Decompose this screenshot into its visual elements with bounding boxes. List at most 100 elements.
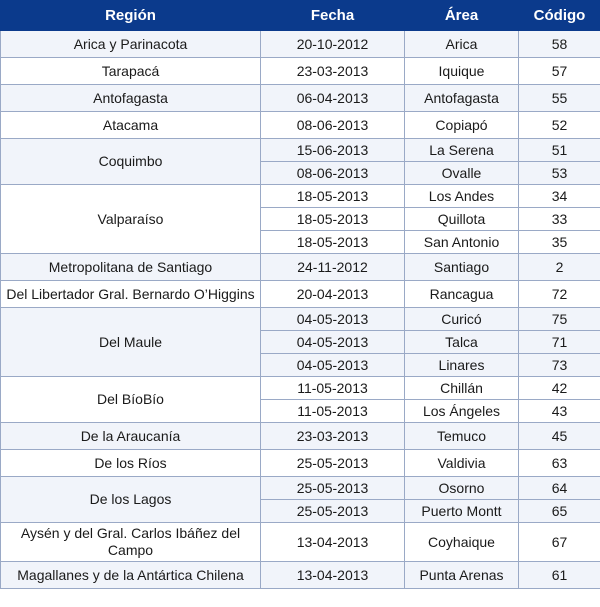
cell-codigo: 45 xyxy=(518,422,600,450)
cell-region: Aysén y del Gral. Carlos Ibáñez del Camp… xyxy=(0,522,261,562)
table-row: Arica y Parinacota 20-10-2012 Arica 58 xyxy=(0,30,600,58)
cell-codigo: 73 xyxy=(518,353,600,377)
cell-codigo: 67 xyxy=(518,522,600,562)
cell-area: Santiago xyxy=(404,253,519,281)
cell-fecha: 11-05-2013 xyxy=(260,376,405,400)
table-row: 11-05-2013 Los Ángeles 43 xyxy=(1,399,600,423)
cell-fecha: 04-05-2013 xyxy=(260,307,405,331)
table-row: Aysén y del Gral. Carlos Ibáñez del Camp… xyxy=(0,522,600,562)
cell-region: Coquimbo xyxy=(0,138,261,185)
cell-fecha: 08-06-2013 xyxy=(260,161,405,185)
cell-region: De la Araucanía xyxy=(0,422,261,450)
cell-codigo: 52 xyxy=(518,111,600,139)
cell-codigo: 53 xyxy=(518,161,600,185)
cell-fecha: 25-05-2013 xyxy=(260,499,405,523)
cell-codigo: 57 xyxy=(518,57,600,85)
cell-area: Antofagasta xyxy=(404,84,519,112)
cell-region: Arica y Parinacota xyxy=(0,30,261,58)
cell-codigo: 63 xyxy=(518,449,600,477)
table-row: De la Araucanía 23-03-2013 Temuco 45 xyxy=(0,422,600,450)
cell-codigo: 71 xyxy=(518,330,600,354)
cell-fecha: 24-11-2012 xyxy=(260,253,405,281)
table-row: Antofagasta 06-04-2013 Antofagasta 55 xyxy=(0,84,600,112)
cell-region: Del BíoBío xyxy=(0,376,261,423)
table-header: Región Fecha Área Código xyxy=(0,0,600,31)
cell-area: Rancagua xyxy=(404,280,519,308)
cell-area: Puerto Montt xyxy=(404,499,519,523)
cell-region: Atacama xyxy=(0,111,261,139)
cell-codigo: 61 xyxy=(518,561,600,589)
cell-area: Curicó xyxy=(404,307,519,331)
cell-area: Los Andes xyxy=(404,184,519,208)
cell-fecha: 20-04-2013 xyxy=(260,280,405,308)
table-row: Del Libertador Gral. Bernardo O’Higgins 2… xyxy=(0,280,600,308)
cell-fecha: 18-05-2013 xyxy=(260,207,405,231)
cell-fecha: 11-05-2013 xyxy=(260,399,405,423)
cell-fecha: 06-04-2013 xyxy=(260,84,405,112)
cell-fecha: 13-04-2013 xyxy=(260,522,405,562)
table-row: 25-05-2013 Puerto Montt 65 xyxy=(1,499,600,523)
table-row: 04-05-2013 Linares 73 xyxy=(1,353,600,377)
cell-codigo: 55 xyxy=(518,84,600,112)
table-row: 08-06-2013 Ovalle 53 xyxy=(1,161,600,185)
header-row: Región Fecha Área Código xyxy=(0,0,600,31)
cell-fecha: 08-06-2013 xyxy=(260,111,405,139)
cell-fecha: 18-05-2013 xyxy=(260,184,405,208)
cell-codigo: 35 xyxy=(518,230,600,254)
cell-region: Del Maule xyxy=(0,307,261,377)
cell-fecha: 18-05-2013 xyxy=(260,230,405,254)
cell-fecha: 15-06-2013 xyxy=(260,138,405,162)
cell-area: Copiapó xyxy=(404,111,519,139)
cell-region: Magallanes y de la Antártica Chilena xyxy=(0,561,261,589)
cell-codigo: 64 xyxy=(518,476,600,500)
table-row: 18-05-2013 Quillota 33 xyxy=(1,207,600,231)
cell-codigo: 42 xyxy=(518,376,600,400)
table-row: 04-05-2013 Talca 71 xyxy=(1,330,600,354)
cell-area: San Antonio xyxy=(404,230,519,254)
cell-region: Del Libertador Gral. Bernardo O’Higgins xyxy=(0,280,261,308)
cell-area: La Serena xyxy=(404,138,519,162)
cell-codigo: 75 xyxy=(518,307,600,331)
cell-codigo: 43 xyxy=(518,399,600,423)
table-row: De los Lagos 25-05-2013 Osorno 64 xyxy=(0,476,600,523)
cell-codigo: 34 xyxy=(518,184,600,208)
regions-table: Región Fecha Área Código Arica y Parinac… xyxy=(0,0,600,589)
cell-region: Tarapacá xyxy=(0,57,261,85)
table-row: Coquimbo 15-06-2013 La Serena 51 xyxy=(0,138,600,185)
cell-fecha: 20-10-2012 xyxy=(260,30,405,58)
header-codigo: Código xyxy=(518,0,600,31)
cell-codigo: 72 xyxy=(518,280,600,308)
cell-area: Iquique xyxy=(404,57,519,85)
cell-area: Los Ángeles xyxy=(404,399,519,423)
cell-region: Valparaíso xyxy=(0,184,261,254)
cell-region: Antofagasta xyxy=(0,84,261,112)
cell-region: Metropolitana de Santiago xyxy=(0,253,261,281)
cell-fecha: 04-05-2013 xyxy=(260,330,405,354)
cell-fecha: 13-04-2013 xyxy=(260,561,405,589)
header-fecha: Fecha xyxy=(260,0,405,31)
cell-codigo: 58 xyxy=(518,30,600,58)
table-row: De los Ríos 25-05-2013 Valdivia 63 xyxy=(0,449,600,477)
table-row: Del BíoBío 11-05-2013 Chillán 42 xyxy=(0,376,600,423)
cell-area: Ovalle xyxy=(404,161,519,185)
cell-fecha: 04-05-2013 xyxy=(260,353,405,377)
cell-area: Punta Arenas xyxy=(404,561,519,589)
cell-area: Linares xyxy=(404,353,519,377)
table-body: Arica y Parinacota 20-10-2012 Arica 58 Tarap… xyxy=(0,30,600,589)
cell-codigo: 33 xyxy=(518,207,600,231)
table-row: Del Maule 04-05-2013 Curicó 75 xyxy=(0,307,600,377)
table-row: Magallanes y de la Antártica Chilena 13-0… xyxy=(0,561,600,589)
cell-region: De los Lagos xyxy=(0,476,261,523)
table-row: Metropolitana de Santiago 24-11-2012 Santi… xyxy=(0,253,600,281)
cell-codigo: 2 xyxy=(518,253,600,281)
cell-area: Arica xyxy=(404,30,519,58)
cell-area: Temuco xyxy=(404,422,519,450)
header-area: Área xyxy=(404,0,519,31)
table-row: 18-05-2013 San Antonio 35 xyxy=(1,230,600,254)
table-row: Valparaíso 18-05-2013 Los Andes 34 xyxy=(0,184,600,254)
cell-codigo: 51 xyxy=(518,138,600,162)
cell-codigo: 65 xyxy=(518,499,600,523)
cell-fecha: 23-03-2013 xyxy=(260,422,405,450)
cell-fecha: 25-05-2013 xyxy=(260,449,405,477)
cell-area: Valdivia xyxy=(404,449,519,477)
